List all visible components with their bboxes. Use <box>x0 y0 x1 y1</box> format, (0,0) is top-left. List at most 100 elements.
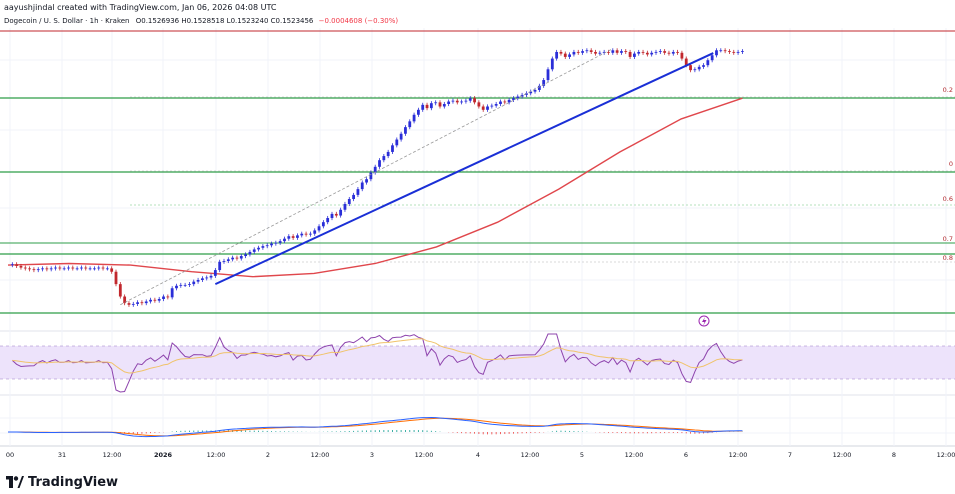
candle <box>287 234 291 241</box>
candle-body <box>157 298 161 301</box>
candle <box>460 99 463 105</box>
candle <box>326 215 330 225</box>
candle-body <box>537 85 541 90</box>
candle-body <box>365 179 368 183</box>
candle-body <box>75 268 79 270</box>
candle-body <box>719 50 723 52</box>
candle-body <box>265 245 269 247</box>
x-tick-label: 12:00 <box>936 451 955 459</box>
candle-body <box>205 277 209 279</box>
x-tick-label: 12:00 <box>832 451 852 459</box>
candle <box>395 137 399 148</box>
candle-body <box>417 109 420 115</box>
candle-body <box>421 104 425 110</box>
candle-body <box>188 284 191 285</box>
candle-body <box>127 303 131 305</box>
candle <box>447 99 451 107</box>
candle <box>334 211 338 218</box>
candle <box>473 96 476 105</box>
candle <box>62 266 66 271</box>
candle-body <box>568 54 571 57</box>
candle-body <box>209 275 213 278</box>
candle <box>252 247 256 254</box>
candle <box>105 266 109 271</box>
candle-body <box>339 209 343 216</box>
candle-body <box>166 296 170 298</box>
candle <box>149 297 152 304</box>
candle-body <box>529 91 533 94</box>
candle-body <box>615 50 619 53</box>
candle-body <box>641 51 645 53</box>
candle-body <box>486 106 489 110</box>
candle-body <box>136 302 139 304</box>
x-tick-label: 12:00 <box>520 451 540 459</box>
candle-body <box>477 102 481 107</box>
candle <box>386 149 390 159</box>
candle <box>356 187 360 197</box>
candle <box>732 49 736 55</box>
candle-body <box>373 166 377 173</box>
candle <box>468 96 472 103</box>
candle <box>404 125 407 136</box>
candle <box>321 220 325 229</box>
candle-body <box>84 267 88 269</box>
candle <box>658 49 662 55</box>
candle <box>248 249 252 257</box>
candle <box>114 269 118 287</box>
candle <box>201 276 204 283</box>
candle-body <box>41 268 44 270</box>
candle-body <box>464 100 468 102</box>
candle-body <box>58 267 62 269</box>
candle-body <box>105 268 109 270</box>
tradingview-logo-icon <box>6 476 24 488</box>
candle-body <box>585 50 589 52</box>
candle-body <box>702 65 705 67</box>
candle <box>568 52 571 59</box>
candle <box>507 97 511 105</box>
candle <box>162 294 165 302</box>
candle <box>516 94 520 101</box>
x-tick-label: 2 <box>265 451 271 459</box>
candle <box>641 49 645 55</box>
candle <box>576 49 580 55</box>
candle-body <box>581 51 584 53</box>
candle-body <box>386 151 390 157</box>
candle-body <box>222 260 226 262</box>
candle-body <box>563 53 567 57</box>
candle <box>58 265 62 271</box>
candle-body <box>473 98 476 103</box>
candle <box>736 49 740 55</box>
x-tick-label: 4 <box>475 451 481 459</box>
candle <box>291 234 295 240</box>
candle <box>127 301 131 307</box>
candle-body <box>162 296 165 299</box>
candle <box>719 48 723 53</box>
candle-body <box>576 51 580 53</box>
candle <box>633 51 636 59</box>
candle <box>741 49 744 55</box>
candle-body <box>36 269 40 271</box>
candle <box>550 56 554 72</box>
candle-body <box>287 236 291 239</box>
candle <box>188 282 191 288</box>
candle-body <box>736 51 740 53</box>
candle-body <box>123 296 127 304</box>
candle-body <box>192 281 196 285</box>
candle-body <box>369 172 373 180</box>
candle-body <box>213 270 217 276</box>
candle <box>283 236 286 244</box>
candle-body <box>149 299 152 302</box>
candle-body <box>54 267 57 269</box>
candle-body <box>183 284 187 286</box>
candle-body <box>684 58 688 66</box>
candle <box>343 201 347 212</box>
trendline <box>214 52 714 286</box>
candle <box>71 265 75 271</box>
candle-body <box>360 182 364 190</box>
x-tick-label: 7 <box>787 451 793 459</box>
candle-body <box>503 101 507 103</box>
brand[interactable]: TradingView <box>6 474 118 490</box>
candle <box>317 224 321 233</box>
candle-body <box>274 242 278 244</box>
candle-body <box>97 267 101 269</box>
